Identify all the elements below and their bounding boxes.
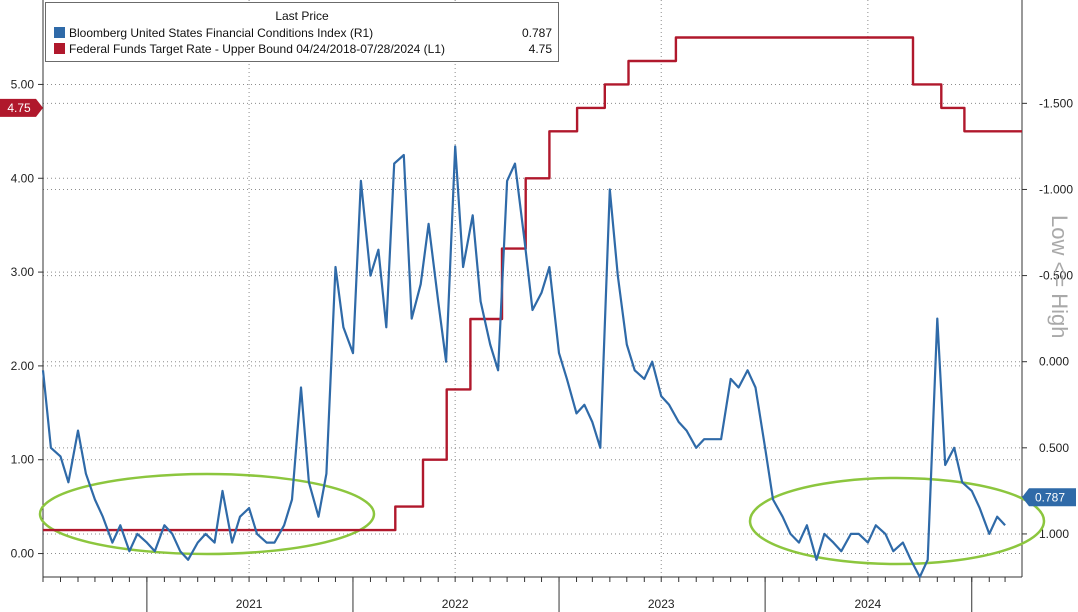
right-tick-label: -0.500 — [1039, 269, 1073, 283]
right-tick-label: -1.000 — [1039, 182, 1073, 196]
right-last-value-badge — [1022, 488, 1076, 507]
left-last-value-badge — [0, 98, 43, 117]
right-tick-label: 0.000 — [1039, 355, 1069, 369]
left-tick-label: 0.00 — [11, 547, 35, 561]
last-value-badges: 4.75 0.787 — [0, 98, 1076, 507]
legend-swatch-fedfunds — [54, 43, 65, 54]
left-last-value-label: 4.75 — [7, 101, 31, 115]
fci-line — [41, 145, 1006, 579]
left-tick-label: 3.00 — [11, 265, 35, 279]
right-axis-title: Low <= High — [1047, 215, 1072, 339]
right-tick-label: 0.500 — [1039, 441, 1069, 455]
legend-header: Last Price — [275, 9, 329, 23]
legend-label-fci: Bloomberg United States Financial Condit… — [69, 26, 374, 40]
series-lines — [41, 36, 1022, 579]
highlight-circle-2021 — [38, 472, 376, 556]
right-axis: -1.500 -1.000 -0.500 0.000 0.500 1.000 — [1021, 0, 1073, 577]
legend-swatch-fci — [54, 27, 65, 38]
highlight-circle-2024 — [748, 476, 1046, 566]
fedfunds-line — [43, 36, 1022, 532]
right-tick-label: -1.500 — [1039, 96, 1073, 110]
x-tick-label: 2021 — [236, 597, 263, 611]
legend-item-fci: Bloomberg United States Financial Condit… — [54, 26, 373, 41]
x-tick-label: 2024 — [855, 597, 882, 611]
x-tick-label: 2023 — [648, 597, 675, 611]
left-axis: 0.00 1.00 2.00 3.00 4.00 5.00 — [11, 0, 44, 577]
left-tick-label: 1.00 — [11, 453, 35, 467]
legend-value-fci: 0.787 — [521, 26, 552, 40]
gridlines — [43, 0, 1022, 577]
left-tick-label: 5.00 — [11, 77, 35, 91]
legend-value-fedfunds: 4.75 — [528, 42, 552, 56]
legend: Last Price Bloomberg United States Finan… — [45, 2, 559, 62]
legend-item-fedfunds: Federal Funds Target Rate - Upper Bound … — [54, 42, 445, 57]
highlight-circles — [38, 472, 1046, 566]
right-last-value-label: 0.787 — [1035, 490, 1065, 504]
left-tick-label: 4.00 — [11, 171, 35, 185]
left-tick-label: 2.00 — [11, 359, 35, 373]
legend-label-fedfunds: Federal Funds Target Rate - Upper Bound … — [69, 42, 446, 56]
x-axis: 2021 2022 2023 2024 — [42, 576, 1022, 612]
x-tick-label: 2022 — [442, 597, 469, 611]
right-tick-label: 1.000 — [1039, 527, 1069, 541]
